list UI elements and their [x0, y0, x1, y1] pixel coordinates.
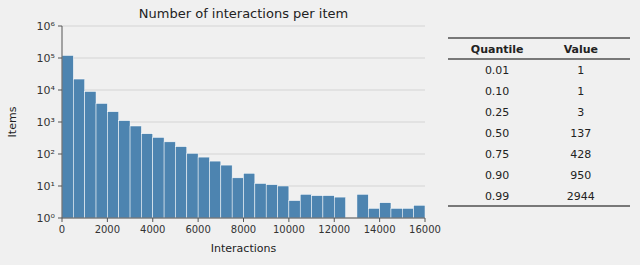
table-header: Value — [564, 43, 598, 56]
table-cell: 0.90 — [485, 169, 510, 182]
bar — [334, 197, 345, 218]
y-axis — [62, 26, 63, 218]
table-cell: 950 — [570, 169, 591, 182]
x-tick-label: 12000 — [318, 224, 350, 235]
bar — [119, 121, 130, 218]
table-header: Quantile — [471, 43, 524, 56]
table: Quantile Value 0.01 1 0.10 1 0.25 3 0.50 137 0.75 4… — [448, 38, 630, 206]
bar — [289, 201, 300, 218]
y-tick-label: 10³ — [37, 116, 55, 129]
table-cell: 137 — [570, 127, 591, 140]
x-tick-label: 14000 — [364, 224, 396, 235]
bar — [414, 205, 425, 218]
table-cell: 0.50 — [485, 127, 510, 140]
bar — [107, 112, 118, 218]
bar — [278, 186, 289, 218]
x-tick — [425, 218, 426, 222]
y-tick — [58, 122, 62, 123]
x-tick — [62, 218, 63, 222]
y-tick — [58, 26, 62, 27]
bar — [368, 208, 379, 218]
bar — [96, 103, 107, 218]
x-tick-label: 16000 — [409, 224, 441, 235]
bar — [391, 208, 402, 218]
bar — [85, 91, 96, 218]
y-tick-label: 10¹ — [37, 180, 55, 193]
x-tick-label: 0 — [59, 224, 65, 235]
y-tick — [58, 154, 62, 155]
table-cell: 2944 — [567, 190, 595, 203]
x-tick — [334, 218, 335, 222]
table-cell: 0.10 — [485, 85, 510, 98]
bar — [266, 185, 277, 218]
y-tick — [58, 218, 62, 219]
bar — [255, 183, 266, 218]
y-tick — [58, 186, 62, 187]
bar — [380, 203, 391, 218]
table-cell: 0.25 — [485, 106, 510, 119]
bars — [62, 55, 425, 218]
y-tick-label: 10⁴ — [37, 84, 56, 97]
x-tick-label: 2000 — [95, 224, 120, 235]
x-tick-label: 10000 — [273, 224, 305, 235]
bar — [232, 178, 243, 218]
bar — [402, 208, 413, 218]
x-tick — [243, 218, 244, 222]
bar — [175, 147, 186, 218]
y-tick — [58, 58, 62, 59]
x-tick — [288, 218, 289, 222]
x-tick — [107, 218, 108, 222]
x-tick-label: 8000 — [231, 224, 256, 235]
grid-line — [62, 58, 425, 59]
bar — [62, 55, 73, 218]
table-cell: 1 — [577, 85, 584, 98]
bar — [164, 142, 175, 218]
bar — [357, 194, 368, 218]
y-label: Items — [6, 106, 19, 137]
table-cell: 3 — [577, 106, 584, 119]
chart: 10⁰10¹10²10³10⁴10⁵10⁶0200040006000800010… — [0, 0, 640, 265]
x-tick-label: 4000 — [140, 224, 165, 235]
y-tick-label: 10⁶ — [37, 20, 56, 33]
grid-line — [62, 26, 425, 27]
bar — [221, 165, 232, 218]
bar — [73, 79, 84, 218]
table-cell: 0.75 — [485, 148, 510, 161]
bar — [312, 196, 323, 218]
table-rule — [448, 37, 630, 38]
bar — [141, 134, 152, 218]
grid — [62, 26, 425, 218]
bar — [187, 153, 198, 218]
x-tick — [152, 218, 153, 222]
y-tick-label: 10² — [37, 148, 55, 161]
bar — [323, 196, 334, 218]
x-tick-label: 6000 — [185, 224, 210, 235]
table-cell: 0.99 — [485, 190, 510, 203]
bar — [153, 137, 164, 218]
x-label: Interactions — [211, 242, 277, 255]
title: Number of interactions per item — [139, 6, 348, 21]
grid-line — [62, 90, 425, 91]
x-tick — [198, 218, 199, 222]
y-tick-label: 10⁵ — [37, 52, 55, 65]
table-rule — [448, 58, 630, 59]
background — [0, 0, 640, 265]
bar — [209, 161, 220, 218]
bar — [198, 157, 209, 218]
bar — [244, 173, 255, 218]
bar — [300, 194, 311, 218]
y-tick — [58, 90, 62, 91]
table-cell: 428 — [570, 148, 591, 161]
table-cell: 1 — [577, 64, 584, 77]
y-tick-label: 10⁰ — [37, 212, 56, 225]
table-rule — [448, 205, 630, 206]
table-cell: 0.01 — [485, 64, 510, 77]
x-tick — [379, 218, 380, 222]
bar — [130, 126, 141, 218]
